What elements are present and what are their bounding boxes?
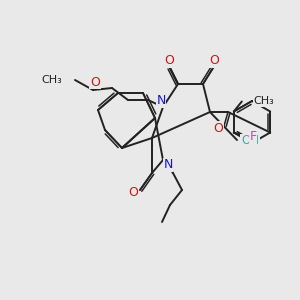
Text: OH: OH <box>241 134 259 148</box>
Text: O: O <box>164 55 174 68</box>
Text: F: F <box>249 130 256 143</box>
Text: O: O <box>209 55 219 68</box>
Text: O: O <box>128 187 138 200</box>
Text: N: N <box>163 158 173 172</box>
Text: O: O <box>90 76 100 88</box>
Text: CH₃: CH₃ <box>41 75 62 85</box>
Text: O: O <box>213 122 223 134</box>
Text: CH₃: CH₃ <box>254 97 274 106</box>
Text: N: N <box>156 94 166 107</box>
